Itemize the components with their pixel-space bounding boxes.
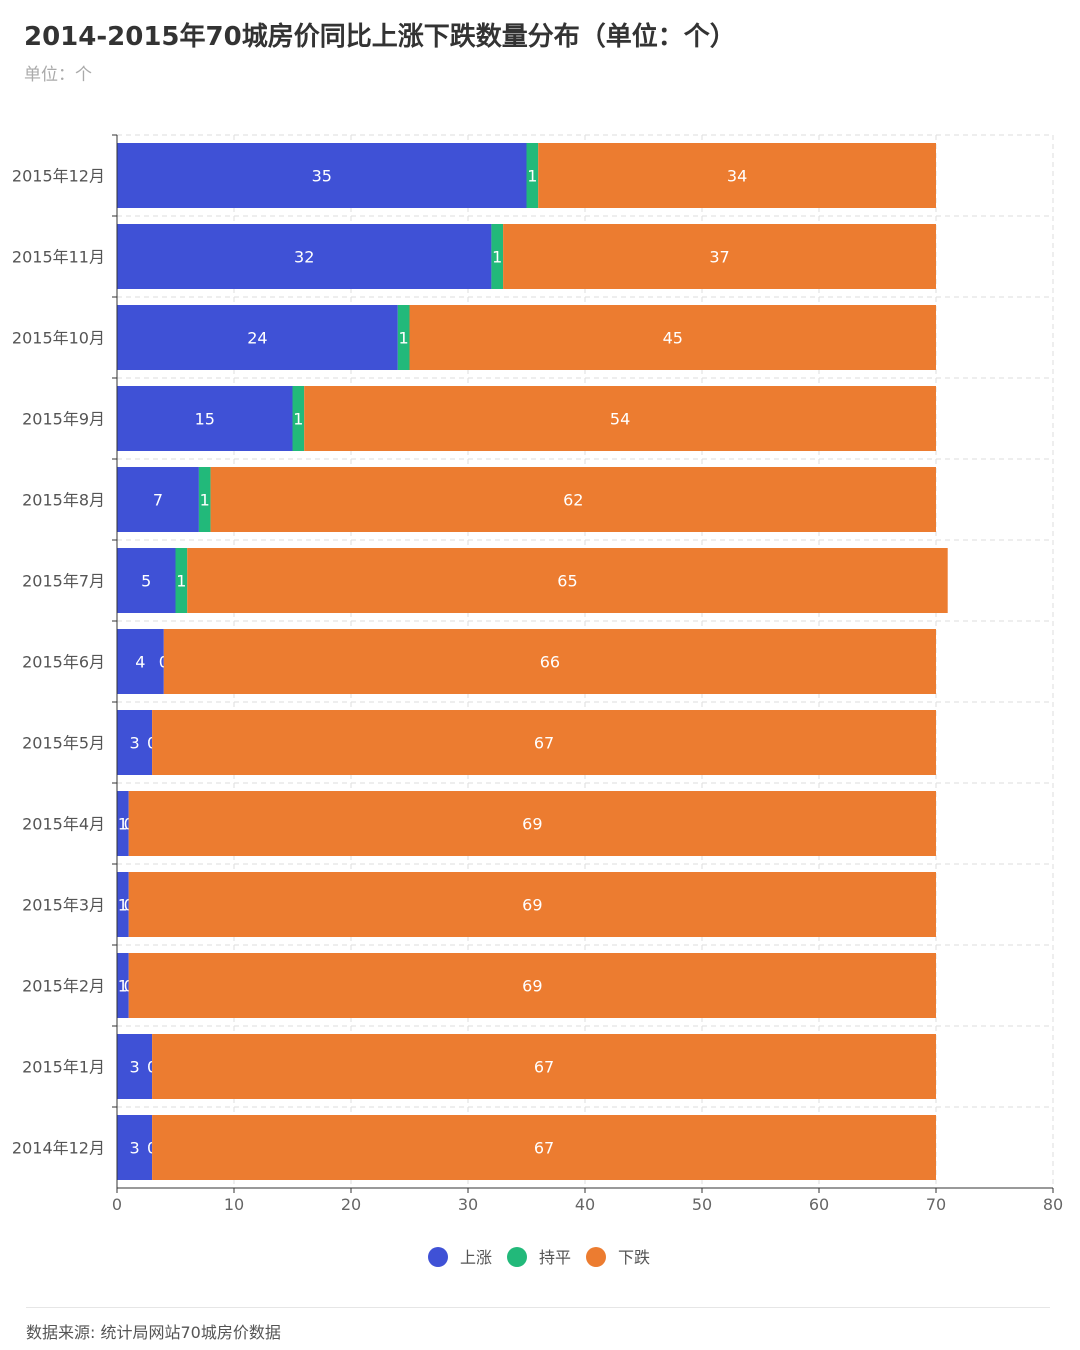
bar-segment (117, 953, 129, 1018)
bar-value-label: 24 (247, 329, 267, 348)
bar-value-label: 3 (129, 734, 139, 753)
y-tick-label: 2015年4月 (22, 815, 105, 834)
bar-segment (117, 791, 129, 856)
bar-segment (198, 467, 211, 532)
bar-segment (210, 467, 937, 532)
bar-value-label: 1 (176, 572, 186, 591)
bar-value-label: 15 (195, 410, 215, 429)
y-tick-label: 2015年10月 (12, 329, 105, 348)
x-tick-label: 0 (112, 1195, 122, 1214)
x-tick-label: 10 (224, 1195, 244, 1214)
bar-segment (397, 305, 410, 370)
bar-value-label: 45 (663, 329, 683, 348)
bar-value-label: 69 (522, 896, 542, 915)
bar-value-label: 62 (563, 491, 583, 510)
bar-segment (128, 872, 936, 937)
bar-segment (187, 548, 948, 613)
chart-title: 2014-2015年70城房价同比上涨下跌数量分布（单位：个） (24, 22, 736, 52)
bar-segment (491, 224, 504, 289)
bar-value-label: 34 (727, 167, 747, 186)
bar-value-label: 1 (527, 167, 537, 186)
bar-segment (117, 548, 176, 613)
bar-value-label: 35 (312, 167, 332, 186)
bar-value-label: 1 (200, 491, 210, 510)
footer-divider (26, 1307, 1050, 1308)
bar-segment (117, 305, 398, 370)
y-tick-label: 2015年12月 (12, 167, 105, 186)
bar-value-label: 3 (129, 1139, 139, 1158)
bar-segment (117, 629, 164, 694)
bar-segment (117, 1115, 153, 1180)
bar-segment (117, 224, 492, 289)
bar-value-label: 67 (534, 1139, 554, 1158)
x-tick-label: 60 (809, 1195, 829, 1214)
bar-segment (503, 224, 936, 289)
legend-marker (428, 1247, 448, 1267)
bar-value-label: 67 (534, 734, 554, 753)
bar-value-label: 1 (293, 410, 303, 429)
bar-segment (304, 386, 936, 451)
x-tick-label: 80 (1043, 1195, 1063, 1214)
legend-marker (586, 1247, 606, 1267)
y-tick-label: 2015年3月 (22, 896, 105, 915)
bar-value-label: 32 (294, 248, 314, 267)
bar-segment (117, 1034, 153, 1099)
x-tick-label: 70 (926, 1195, 946, 1214)
bar-segment (538, 143, 936, 208)
legend-label: 上涨 (460, 1248, 492, 1267)
y-tick-label: 2014年12月 (12, 1139, 105, 1158)
y-tick-label: 2015年5月 (22, 734, 105, 753)
x-tick-label: 50 (692, 1195, 712, 1214)
x-tick-label: 20 (341, 1195, 361, 1214)
bar-value-label: 1 (118, 815, 128, 834)
y-tick-label: 2015年1月 (22, 1058, 105, 1077)
y-tick-label: 2015年7月 (22, 572, 105, 591)
bar-segment (117, 872, 129, 937)
legend-label: 下跌 (618, 1248, 650, 1267)
legend-marker (507, 1247, 527, 1267)
bar-value-label: 69 (522, 815, 542, 834)
data-source-note: 数据来源: 统计局网站70城房价数据 (26, 1323, 281, 1342)
bar-value-label: 1 (492, 248, 502, 267)
y-tick-label: 2015年2月 (22, 977, 105, 996)
bar-value-label: 1 (118, 977, 128, 996)
bar-segment (409, 305, 936, 370)
bar-value-label: 54 (610, 410, 630, 429)
y-tick-label: 2015年11月 (12, 248, 105, 267)
legend-label: 持平 (539, 1248, 571, 1267)
bar-value-label: 1 (118, 896, 128, 915)
bar-value-label: 1 (399, 329, 409, 348)
bar-segment (117, 467, 199, 532)
y-tick-label: 2015年9月 (22, 410, 105, 429)
bar-segment (526, 143, 539, 208)
bar-segment (128, 953, 936, 1018)
bar-segment (292, 386, 305, 451)
bar-segment (163, 629, 937, 694)
bar-segment (117, 143, 527, 208)
bar-value-label: 37 (709, 248, 729, 267)
bar-segment (152, 1034, 937, 1099)
chart-subtitle: 单位：个 (24, 65, 92, 85)
bar-segment (117, 386, 293, 451)
bar-value-label: 5 (141, 572, 151, 591)
bar-value-label: 65 (557, 572, 577, 591)
bar-value-label: 4 (135, 653, 145, 672)
bar-segment (117, 710, 153, 775)
bar-segment (175, 548, 188, 613)
bar-value-label: 69 (522, 977, 542, 996)
bar-value-label: 7 (153, 491, 163, 510)
bar-segment (152, 1115, 937, 1180)
bar-value-label: 3 (129, 1058, 139, 1077)
bar-segment (128, 791, 936, 856)
y-tick-label: 2015年8月 (22, 491, 105, 510)
y-tick-label: 2015年6月 (22, 653, 105, 672)
bar-value-label: 67 (534, 1058, 554, 1077)
x-tick-label: 40 (575, 1195, 595, 1214)
x-tick-label: 30 (458, 1195, 478, 1214)
bar-value-label: 66 (540, 653, 560, 672)
bar-segment (152, 710, 937, 775)
